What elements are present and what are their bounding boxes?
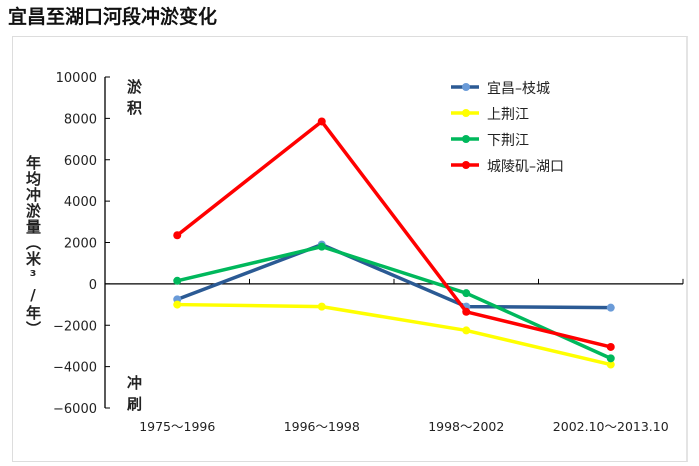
data-point [173,300,182,309]
chart-frame [12,36,688,462]
series-line-2 [176,244,612,360]
series-line-0 [176,242,611,310]
data-point [173,231,182,240]
y-tick-label: 4000 [64,195,97,210]
y-tick-label: 6000 [64,154,97,169]
legend-swatch-marker [462,161,470,169]
y-tick-label: 0 [89,278,97,293]
data-point [462,289,471,298]
legend-swatch-marker [462,109,470,117]
y-tick-label: 2000 [64,237,97,252]
x-tick-label: 1975～1996 [139,419,215,434]
data-point [606,360,615,369]
annotation-erosion: 刷 [127,395,142,413]
data-point [462,326,471,335]
series-line-1 [177,302,612,367]
data-point [606,303,615,312]
y-tick-label: 10000 [56,71,97,86]
legend-swatch-marker [462,83,470,91]
series-line-3 [176,119,612,349]
legend-label: 下荆江 [487,133,529,149]
x-tick-label: 2002.10～2013.10 [553,419,669,434]
y-tick-label: −4000 [53,361,97,376]
data-point [606,354,615,363]
y-tick-label: −2000 [53,319,97,334]
x-tick-label: 1996～1998 [284,419,360,434]
legend-label: 宜昌–枝城 [487,81,550,97]
chart-title: 宜昌至湖口河段冲淤变化 [8,6,218,28]
data-point [173,276,182,285]
data-point [317,117,326,126]
data-point [462,307,471,316]
y-tick-label: 8000 [64,112,97,127]
y-axis-label: 年均冲淤量（米³/年） [24,155,42,337]
data-point [317,302,326,311]
data-point [606,342,615,351]
data-point [317,242,326,251]
legend-swatch-marker [462,135,470,143]
annotation-deposition: 积 [127,99,142,117]
x-tick-label: 1998～2002 [428,419,504,434]
legend-label: 城陵矶–湖口 [487,159,564,175]
y-tick-label: −6000 [53,402,97,417]
annotation-deposition: 淤 [127,78,142,96]
annotation-erosion: 冲 [127,374,142,392]
legend-label: 上荆江 [487,107,529,123]
